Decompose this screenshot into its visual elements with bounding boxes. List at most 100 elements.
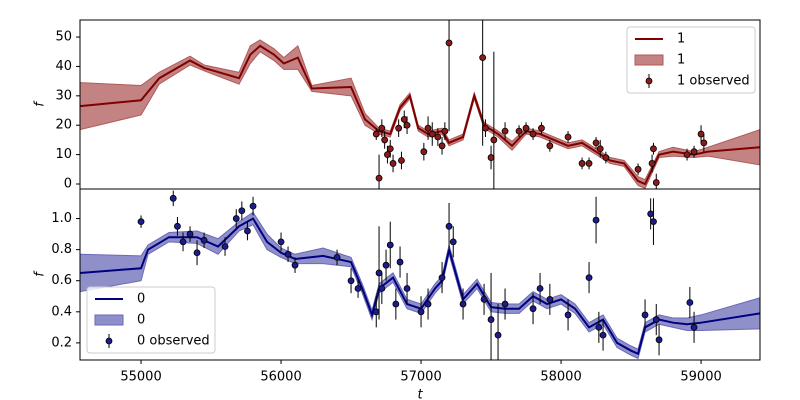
observed-point (564, 311, 572, 319)
y-tick-label: 0 (64, 177, 72, 192)
mean-line (80, 217, 760, 356)
observed-point (648, 160, 656, 167)
observed-point (487, 316, 495, 323)
observed-point (392, 300, 400, 308)
legend-box (86, 286, 216, 354)
observed-point (200, 236, 208, 244)
observed-point (686, 299, 694, 306)
observed-point (441, 127, 449, 135)
observed-point (650, 218, 657, 226)
observed-point (494, 331, 502, 339)
y-tick-label: 20 (55, 118, 72, 133)
observed-point (424, 124, 432, 132)
observed-point (578, 160, 586, 167)
y-axis-label: f (33, 100, 48, 107)
observed-point (438, 142, 446, 150)
y-tick-label: 30 (55, 88, 72, 103)
legend-label: 1 (677, 53, 685, 68)
y-tick-label: 50 (55, 30, 72, 45)
observed-point (700, 139, 708, 147)
observed-point (347, 277, 355, 285)
observed-point (384, 151, 391, 159)
observed-point (690, 323, 698, 331)
observed-point (697, 130, 705, 138)
observed-point (487, 154, 495, 161)
observed-point (482, 124, 489, 132)
observed-point (652, 316, 660, 323)
observed-point (585, 160, 593, 167)
observed-point (546, 295, 554, 303)
observed-point (291, 261, 299, 269)
observed-point (529, 305, 537, 313)
observed-point (641, 311, 649, 319)
observed-point (538, 124, 545, 132)
observed-point (333, 253, 341, 261)
plot-area (80, 20, 760, 189)
observed-point (403, 285, 411, 292)
legend-label: 1 observed (677, 74, 750, 89)
x-tick-label: 58000 (540, 370, 581, 385)
observed-point (449, 238, 457, 246)
observed-point (536, 285, 544, 292)
legend-box (626, 26, 756, 94)
y-tick-label: 10 (55, 147, 72, 162)
observed-point (354, 285, 362, 292)
observed-point (690, 148, 698, 156)
observed-point (480, 295, 488, 303)
y-tick-label: 0.4 (51, 304, 72, 319)
observed-point (445, 222, 453, 230)
observed-point (221, 243, 229, 250)
observed-point (395, 124, 403, 132)
observed-point (403, 121, 411, 129)
observed-point (386, 241, 394, 249)
observed-point (174, 222, 181, 230)
observed-point (428, 130, 436, 138)
observed-point (378, 285, 386, 292)
observed-point (378, 124, 386, 132)
observed-point (244, 227, 251, 235)
confidence-band (80, 211, 760, 360)
observed-point (655, 336, 663, 344)
observed-point (438, 274, 446, 282)
observed-point (683, 151, 691, 159)
observed-point (386, 145, 394, 153)
observed-point (529, 130, 537, 138)
observed-point (515, 127, 523, 135)
observed-point (232, 215, 240, 222)
observed-point (445, 39, 453, 47)
observed-point (169, 194, 177, 202)
observed-point (592, 139, 600, 147)
y-tick-label: 0.6 (51, 273, 72, 288)
x-tick-label: 56000 (260, 370, 301, 385)
observed-point (501, 127, 509, 135)
legend-point (645, 77, 653, 85)
y-tick-label: 1.0 (51, 211, 72, 226)
x-tick-label: 59000 (680, 370, 721, 385)
observed-point (522, 124, 530, 132)
legend-label: 0 (137, 292, 145, 307)
observed-point (179, 238, 187, 246)
observed-point (595, 323, 603, 331)
y-tick-label: 0.2 (51, 335, 72, 350)
observed-point (375, 174, 383, 182)
observed-point (284, 250, 292, 258)
y-tick-label: 40 (55, 59, 72, 74)
observed-point (490, 136, 498, 144)
x-tick-label: 57000 (400, 370, 441, 385)
y-axis-label: f (33, 270, 48, 277)
observed-point (424, 300, 432, 308)
observed-point (249, 202, 257, 210)
observed-point (372, 308, 380, 316)
observed-point (585, 274, 593, 282)
legend-label: 0 observed (137, 334, 210, 349)
observed-point (634, 165, 642, 173)
observed-point (501, 300, 509, 308)
observed-point (277, 238, 285, 246)
observed-point (238, 207, 246, 215)
observed-point (417, 308, 425, 316)
observed-point (382, 261, 390, 269)
observed-point (546, 142, 554, 150)
legend-patch (94, 314, 124, 326)
observed-point (479, 54, 487, 62)
observed-point (396, 258, 404, 266)
